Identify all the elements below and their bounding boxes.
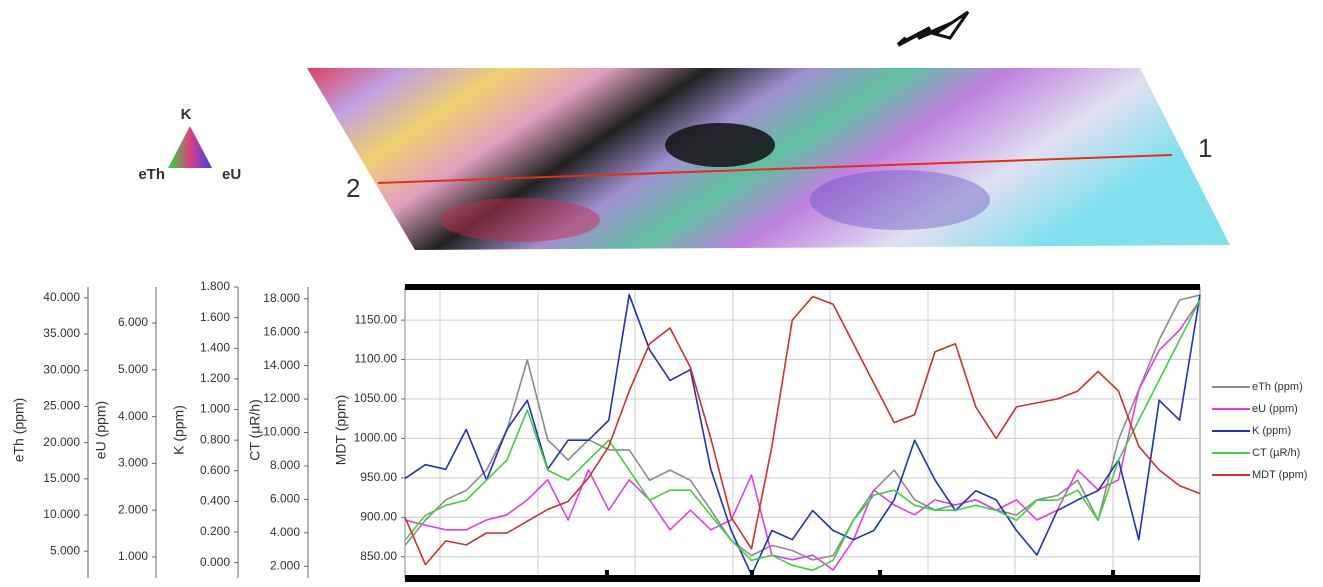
y-tick-label: 16.000 xyxy=(263,324,300,338)
y-tick-label: 1.600 xyxy=(200,310,230,324)
plot-frame xyxy=(405,287,1200,578)
top-bar xyxy=(405,284,1200,290)
y-tick-label: 0.000 xyxy=(200,555,230,569)
y-tick-label: 2.000 xyxy=(118,502,148,516)
map-feature xyxy=(810,170,990,230)
y-tick-label: 900.00 xyxy=(360,509,397,523)
y-tick-label: 10.000 xyxy=(43,507,80,521)
y-tick-label: 1100.00 xyxy=(355,352,398,366)
ternary-label: eTh xyxy=(138,166,165,183)
y-tick-label: 4.000 xyxy=(118,409,148,423)
legend-label: CT (µR/h) xyxy=(1252,447,1300,459)
y-tick-label: 1050.00 xyxy=(354,391,398,405)
figure: 1 2 K eTh eU eTh (ppm)5.00010.00015. xyxy=(0,0,1323,582)
y-axis-title: MDT (ppm) xyxy=(333,395,349,466)
y-axis-title: eU (ppm) xyxy=(93,401,109,459)
y-tick-label: 1000.00 xyxy=(354,431,398,445)
y-axis-title: K (ppm) xyxy=(171,405,187,455)
y-tick-label: 5.000 xyxy=(50,543,80,557)
y-tick-label: 850.00 xyxy=(360,549,397,563)
y-tick-label: 950.00 xyxy=(360,470,397,484)
north-arrow xyxy=(898,12,968,45)
map-feature xyxy=(440,198,600,242)
y-tick-label: 2.000 xyxy=(270,558,300,572)
ternary-label: K xyxy=(181,106,192,123)
map: 1 2 K eTh eU xyxy=(138,12,1230,250)
y-tick-label: 3.000 xyxy=(118,456,148,470)
y-tick-label: 0.800 xyxy=(200,432,230,446)
legend-label: eTh (ppm) xyxy=(1252,381,1303,393)
profile-end-label: 1 xyxy=(1198,133,1212,163)
y-tick-label: 35.000 xyxy=(43,326,80,340)
y-tick-label: 4.000 xyxy=(270,525,300,539)
y-tick-label: 0.600 xyxy=(200,463,230,477)
y-tick-label: 18.000 xyxy=(263,291,300,305)
map-feature xyxy=(665,123,775,167)
y-tick-label: 10.000 xyxy=(263,425,300,439)
ternary-label: eU xyxy=(222,166,241,183)
y-tick-label: 30.000 xyxy=(43,362,80,376)
y-tick-label: 1150.00 xyxy=(355,312,398,326)
y-axis-title: eTh (ppm) xyxy=(11,398,27,463)
y-tick-label: 25.000 xyxy=(43,399,80,413)
y-tick-label: 14.000 xyxy=(263,358,300,372)
y-tick-label: 1.000 xyxy=(200,402,230,416)
north-arrow-head xyxy=(935,12,968,38)
x-tick xyxy=(878,570,882,576)
y-tick-label: 6.000 xyxy=(270,492,300,506)
legend-label: MDT (ppm) xyxy=(1252,469,1307,481)
y-tick-label: 20.000 xyxy=(43,435,80,449)
y-tick-label: 1.800 xyxy=(200,279,230,293)
y-tick-label: 5.000 xyxy=(118,362,148,376)
legend-label: K (ppm) xyxy=(1252,425,1291,437)
y-tick-label: 40.000 xyxy=(43,290,80,304)
y-tick-label: 1.200 xyxy=(200,371,230,385)
x-tick xyxy=(750,570,754,576)
y-axis-title: CT (µR/h) xyxy=(247,399,263,460)
y-tick-label: 0.200 xyxy=(200,524,230,538)
plot-area xyxy=(405,287,1200,578)
x-tick xyxy=(605,570,609,576)
y-tick-label: 1.000 xyxy=(118,549,148,563)
legend-label: eU (ppm) xyxy=(1252,403,1298,415)
y-tick-label: 15.000 xyxy=(43,471,80,485)
y-tick-label: 1.400 xyxy=(200,340,230,354)
bottom-bar xyxy=(405,575,1200,582)
ternary-triangle xyxy=(168,126,212,168)
y-tick-label: 6.000 xyxy=(118,315,148,329)
x-tick xyxy=(1111,570,1115,576)
y-tick-label: 8.000 xyxy=(270,458,300,472)
y-tick-label: 12.000 xyxy=(263,391,300,405)
y-tick-label: 0.400 xyxy=(200,494,230,508)
profile-start-label: 2 xyxy=(346,173,360,203)
